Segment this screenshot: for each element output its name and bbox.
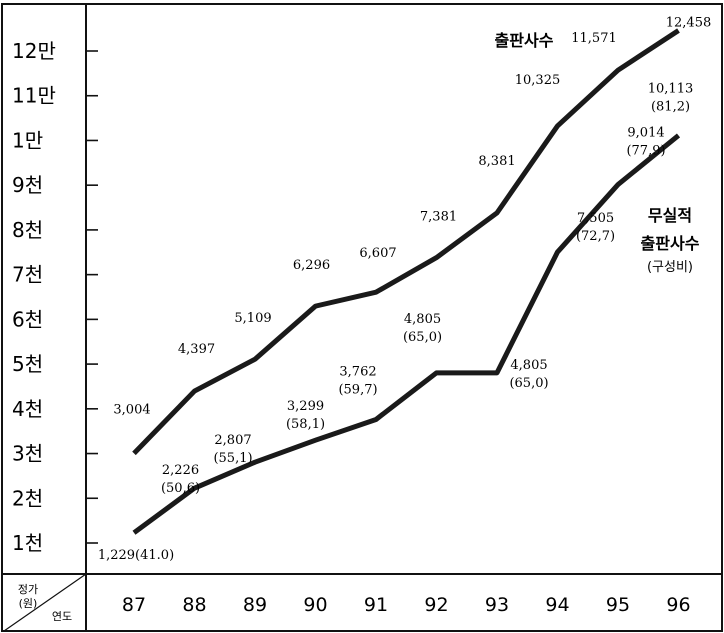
publishers-data-label: 10,325: [515, 73, 561, 88]
y-tick-label: 11만: [12, 84, 56, 108]
publishers-data-label: 12,458: [666, 16, 712, 31]
series-label-publishers: 출판사수: [495, 31, 554, 50]
corner-label-year: 연도: [52, 610, 72, 623]
chart-frame: [1, 3, 723, 632]
x-tick-label: 90: [303, 594, 327, 616]
publishers-data-label: 3,004: [113, 402, 150, 417]
y-tick-label: 3천: [12, 442, 43, 466]
series-label-inactive-line1: 무실적: [648, 206, 692, 225]
inactive-data-label: (72,7): [576, 229, 615, 244]
corner-diagonal: [3, 573, 87, 632]
x-tick-label: 88: [182, 594, 206, 616]
x-tick-label: 93: [485, 594, 509, 616]
y-tick-label: 1천: [12, 531, 43, 555]
publishers-data-label: 6,296: [293, 258, 330, 273]
x-tick-label: 87: [122, 594, 146, 616]
publishers-data-label: 4,397: [178, 342, 215, 357]
inactive-data-label: 10,113: [648, 81, 694, 96]
series-label-composition: (구성비): [647, 260, 693, 275]
inactive-data-label: 3,299: [287, 399, 324, 414]
inactive-data-label: 2,226: [162, 463, 199, 478]
y-tick-label: 9천: [12, 173, 43, 197]
y-tick-label: 1만: [12, 128, 43, 152]
inactive-data-label: (65,0): [403, 330, 442, 345]
inactive-data-label: 9,014: [627, 126, 664, 141]
inactive-data-label: 7,505: [577, 211, 614, 226]
inactive-data-label: (81,2): [651, 99, 690, 114]
y-tick-label: 12만: [12, 39, 56, 63]
x-tick-label: 94: [545, 594, 569, 616]
inactive-data-label: 2,807: [214, 433, 251, 448]
publishers-data-label: 5,109: [234, 311, 271, 326]
publishers-data-label: 8,381: [478, 154, 515, 169]
publishers-data-label: 7,381: [420, 210, 457, 225]
inactive-publishers-line: [132, 133, 681, 535]
corner-label-unit: (원): [19, 597, 38, 610]
x-tick-label: 91: [364, 594, 388, 616]
x-tick-label: 95: [606, 594, 630, 616]
x-tick-label: 96: [666, 594, 690, 616]
y-tick-label: 5천: [12, 352, 43, 376]
publishers-line: [132, 28, 680, 456]
y-tick-label: 6천: [12, 307, 43, 331]
inactive-data-label: (50,6): [161, 481, 200, 496]
publishers-data-label: 11,571: [571, 31, 617, 46]
inactive-data-label: 3,762: [339, 364, 376, 379]
inactive-data-label: (65,0): [509, 376, 548, 391]
publishers-data-label: 6,607: [359, 246, 396, 261]
inactive-data-label: 4,805: [510, 358, 547, 373]
inactive-data-label: (55,1): [213, 451, 252, 466]
inactive-data-label: (58,1): [286, 417, 325, 432]
x-tick-label: 89: [243, 594, 267, 616]
corner-label-price: 정가: [18, 583, 38, 596]
y-tick-label: 7천: [12, 263, 43, 287]
y-tick-label: 2천: [12, 486, 43, 510]
inactive-data-label: (77,9): [626, 144, 665, 159]
inactive-data-label: (59,7): [338, 382, 377, 397]
x-tick-label: 92: [424, 594, 448, 616]
y-tick-label: 4천: [12, 397, 43, 421]
series-label-inactive-line2: 출판사수: [641, 234, 700, 253]
inactive-data-label: 4,805: [404, 312, 441, 327]
y-tick-label: 8천: [12, 218, 43, 242]
inactive-data-label: 1,229(41.0): [98, 548, 174, 563]
